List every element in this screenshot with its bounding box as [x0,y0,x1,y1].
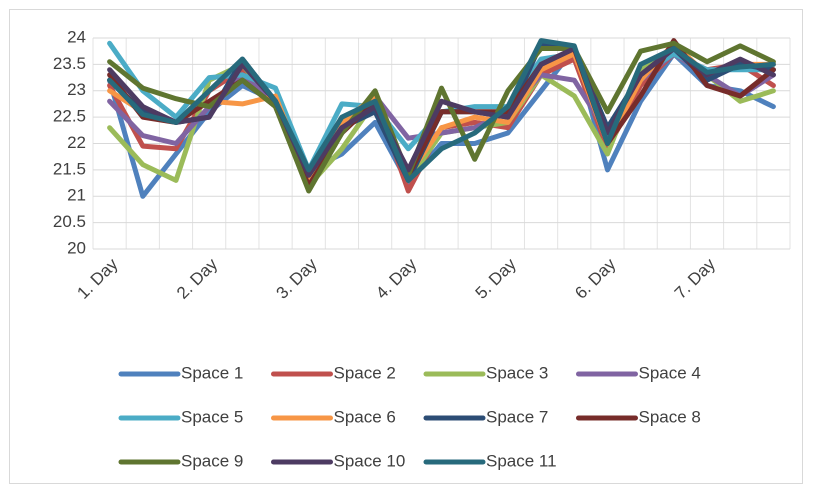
legend-label: Space 8 [639,407,701,426]
series-line [107,46,776,178]
legend-label: Space 5 [181,407,243,426]
legend-label: Space 4 [639,363,701,382]
y-tick-label: 24 [67,27,86,46]
series-line [107,38,776,183]
legend-label: Space 11 [486,451,557,470]
legend-label: Space 6 [334,407,396,426]
legend-label: Space 10 [334,451,406,470]
legend-label: Space 2 [334,363,396,382]
y-tick-label: 20 [67,238,86,257]
y-tick-label: 21.5 [53,159,86,178]
legend-label: Space 7 [486,407,548,426]
y-tick-label: 22.5 [53,107,86,126]
legend-label: Space 9 [181,451,243,470]
legend-label: Space 3 [486,363,548,382]
y-tick-label: 21 [67,186,86,205]
y-tick-label: 22 [67,133,86,152]
y-tick-label: 23 [67,80,86,99]
y-tick-label: 20.5 [53,212,86,231]
y-tick-label: 23.5 [53,54,86,73]
legend-label: Space 1 [181,363,243,382]
